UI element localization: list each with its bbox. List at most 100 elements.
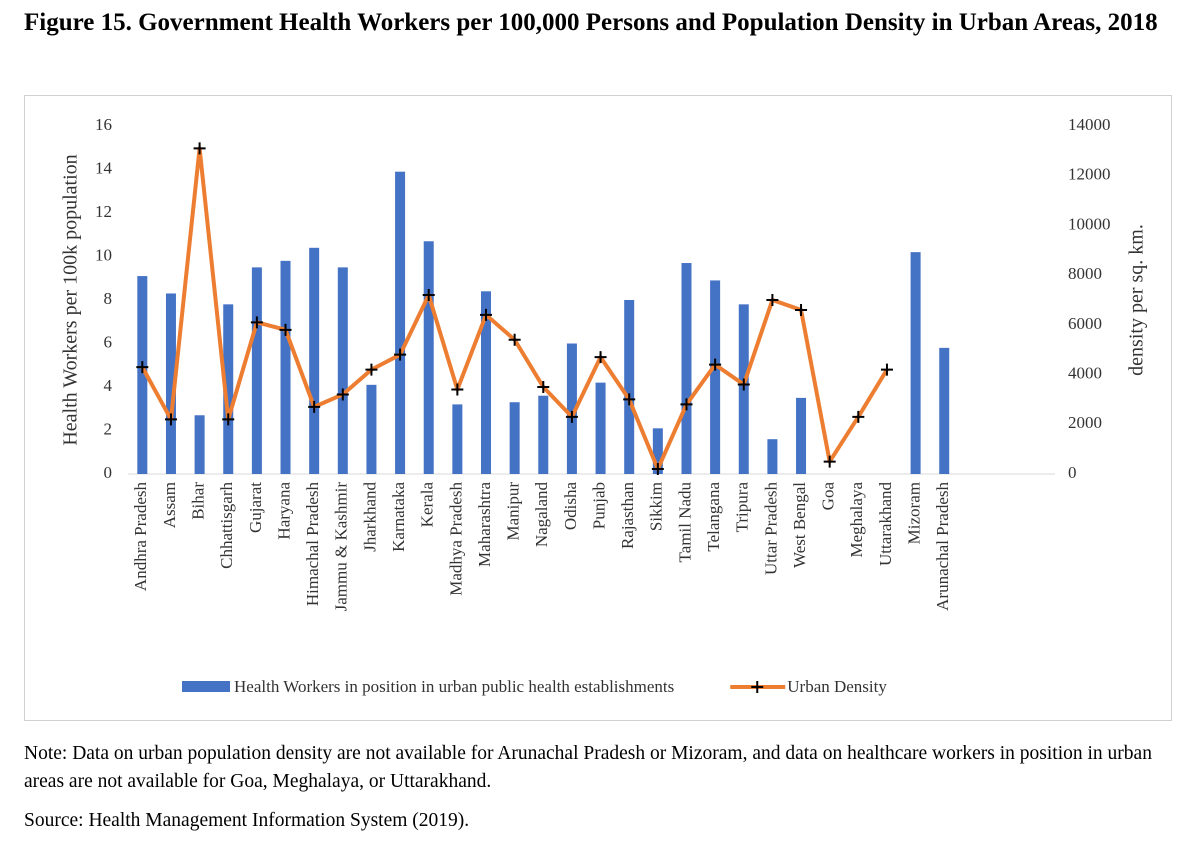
x-tick-label: Manipur [504,482,523,541]
x-tick-label: Chhattisgarh [217,482,236,569]
legend-swatch [182,681,230,692]
chart-title: Figure 15. Government Health Workers per… [24,9,1158,36]
bar [251,267,262,474]
y-tick-label: 4 [104,376,113,395]
bar [910,252,921,474]
x-tick-label: Jammu & Kashmir [332,482,351,612]
bar [566,343,577,474]
line-marker [480,308,492,321]
x-tick-label: Tamil Nadu [675,482,694,563]
line-marker [852,410,865,423]
line-marker [250,316,263,329]
x-tick-label: Jharkhand [360,482,379,552]
bar [137,276,148,474]
bar [309,247,320,474]
bar [223,304,234,474]
bar [538,395,549,474]
line-marker [795,303,808,316]
chart: Health Workers per 100k population densi… [60,115,1148,696]
line-marker [766,294,779,306]
y2-tick-label: 6000 [1068,314,1102,333]
x-tick-label: Tripura [733,482,752,533]
x-tick-label: Goa [819,482,838,511]
x-tick-label: Meghalaya [847,482,866,558]
line-marker [651,463,664,476]
note: Note: Data on urban population density a… [24,743,1152,792]
bar [280,260,291,474]
y2-tick-label: 4000 [1068,363,1102,382]
y-tick-label: 12 [95,202,112,221]
x-tick-label: Nagaland [532,482,551,548]
line-marker [537,381,550,393]
x-tick-label: West Bengal [790,482,809,568]
x-tick-label: Bihar [189,482,208,520]
line-marker [222,413,235,426]
x-tick-label: Uttar Pradesh [761,482,780,576]
y-tick-label: 10 [95,245,112,264]
bar [509,402,520,474]
x-tick-label: Himachal Pradesh [303,482,322,607]
y-tick-label: 14 [95,158,113,177]
line-marker [136,361,149,374]
y2-axis-label: density per sq. km. [1126,224,1148,376]
line-marker [565,410,578,423]
source: Source: Health Management Information Sy… [24,810,470,831]
x-tick-label: Uttarakhand [876,482,895,567]
legend-marker [751,681,764,693]
line-marker [737,378,750,391]
line-marker [422,289,435,302]
x-tick-label: Odisha [561,482,580,531]
x-tick-label: Punjab [589,482,608,529]
line-marker [308,400,321,413]
line-marker [365,363,378,376]
y-tick-label: 2 [104,419,113,438]
line-marker [709,358,722,371]
bar [624,300,635,474]
y2-tick-label: 0 [1068,463,1077,482]
line-marker [880,363,893,376]
line-marker [594,351,607,364]
bar [652,428,663,474]
bar [767,439,778,474]
x-tick-label: Gujarat [246,482,265,533]
y-tick-label: 16 [95,115,112,134]
x-tick-label: Rajasthan [618,482,637,550]
y-tick-label: 0 [104,463,113,482]
x-tick-label: Haryana [274,482,293,540]
line-marker [336,388,349,401]
y2-tick-label: 2000 [1068,413,1102,432]
bar [481,291,491,474]
bar [681,263,692,474]
x-tick-label: Assam [160,482,179,528]
x-tick-label: Madhya Pradesh [446,482,465,596]
y-tick-label: 6 [104,332,113,351]
x-tick-label: Andhra Pradesh [131,482,150,592]
y-tick-label: 8 [104,289,113,308]
legend-label: Health Workers in position in urban publ… [234,677,674,696]
line-marker [164,413,177,426]
bar [337,267,348,474]
line-marker [823,455,836,468]
y2-tick-label: 8000 [1068,264,1102,283]
bar [366,384,377,474]
line-marker [451,383,464,396]
y2-tick-label: 10000 [1068,214,1111,233]
x-tick-label: Kerala [418,482,437,528]
bar [710,280,721,474]
bar [395,171,406,475]
x-tick-label: Maharashtra [475,482,494,567]
x-tick-label: Sikkim [647,482,666,531]
x-tick-label: Karnataka [389,482,408,552]
bar [423,241,434,474]
line-marker [623,393,636,406]
line-marker [394,348,407,361]
legend-label: Urban Density [787,677,887,696]
bar [595,382,606,474]
y2-tick-label: 14000 [1068,115,1111,134]
x-tick-label: Mizoram [905,482,924,544]
line-marker [279,323,292,336]
x-tick-label: Arunachal Pradesh [933,482,952,611]
line-marker [680,398,693,411]
line-marker [193,142,206,155]
